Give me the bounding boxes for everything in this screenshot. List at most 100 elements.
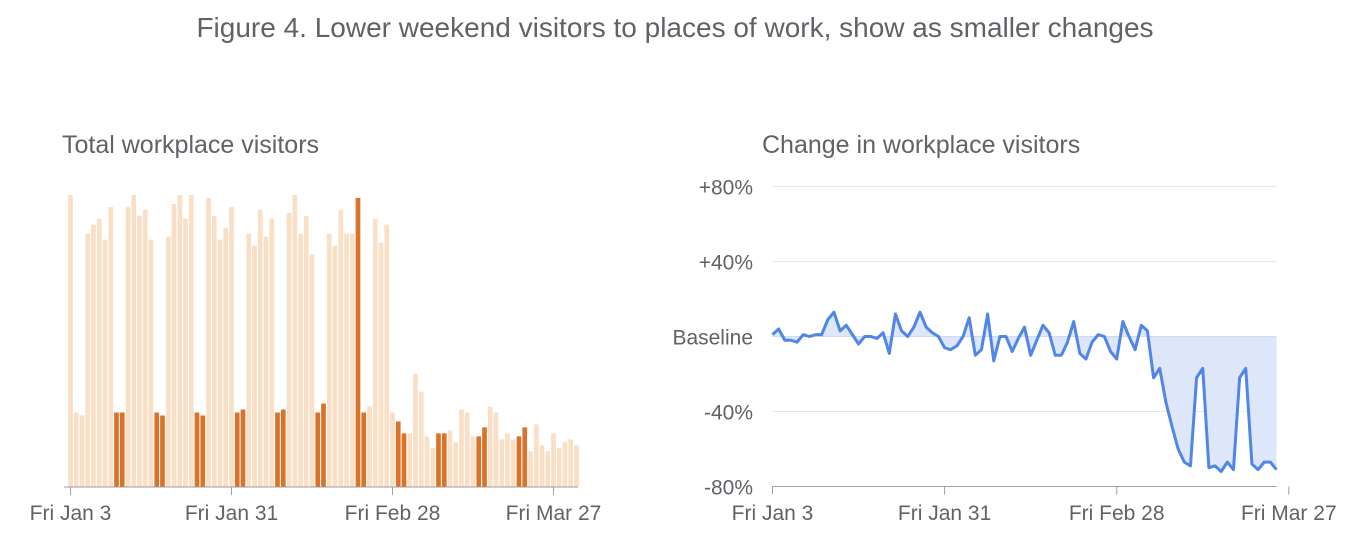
weekend-bar [114, 412, 119, 487]
y-tick-label: +80% [699, 177, 753, 200]
weekday-bar [286, 212, 292, 487]
weekday-bar [148, 239, 154, 487]
x-tick-label: Fri Jan 31 [898, 502, 991, 525]
x-tick-label: Fri Jan 3 [30, 502, 112, 525]
weekday-bar [551, 433, 556, 487]
weekday-bar [269, 218, 275, 488]
weekday-bar [131, 194, 137, 487]
weekday-bar [349, 233, 355, 487]
weekday-bar [309, 254, 315, 487]
weekday-bar [459, 409, 464, 487]
weekday-bar [332, 245, 338, 487]
weekday-bar [453, 442, 459, 487]
weekend-bar [436, 433, 441, 487]
weekday-bar [447, 430, 453, 487]
weekend-bar [482, 427, 487, 487]
weekday-bar [487, 406, 493, 487]
y-tick-label: Baseline [672, 327, 753, 350]
weekday-bar [68, 194, 73, 487]
weekday-bar [338, 209, 344, 488]
weekend-bar [154, 412, 160, 487]
weekday-bar [142, 209, 148, 488]
weekday-bar [470, 436, 476, 487]
weekday-bar [372, 218, 378, 488]
weekday-bar [528, 451, 533, 487]
weekday-bar [424, 436, 430, 487]
weekday-bar [217, 239, 223, 487]
weekend-bar [441, 433, 447, 487]
weekday-bar [510, 439, 516, 487]
weekday-bar [505, 433, 510, 487]
weekday-bar [367, 406, 372, 487]
weekend-bar [200, 415, 206, 487]
weekend-bar [321, 403, 326, 487]
y-tick-label: -40% [704, 402, 753, 425]
weekday-bar [344, 233, 349, 487]
weekday-bar [246, 233, 252, 487]
x-tick-label: Fri Feb 28 [1069, 502, 1165, 525]
weekend-bar [240, 409, 246, 487]
weekend-bar [476, 436, 482, 487]
weekday-bar [378, 242, 384, 487]
weekend-bar [522, 427, 528, 487]
weekday-bar [533, 424, 539, 487]
weekend-bar [516, 436, 522, 487]
weekday-bar [137, 215, 142, 487]
weekday-bar [102, 239, 108, 487]
weekday-bar [188, 194, 194, 487]
weekday-bar [418, 391, 424, 487]
weekday-bar [91, 224, 96, 487]
y-tick-label: -80% [704, 477, 753, 500]
weekday-bar [229, 206, 234, 487]
weekday-bar [96, 218, 102, 488]
figure-title: Figure 4. Lower weekend visitors to plac… [196, 12, 1154, 43]
bar-chart-title: Total workplace visitors [62, 131, 320, 159]
weekend-bar [234, 412, 240, 487]
weekday-bar [223, 227, 229, 488]
weekday-bar [108, 206, 114, 487]
weekday-bar [171, 203, 177, 487]
weekday-bar [413, 373, 418, 487]
weekday-bar [165, 236, 171, 487]
weekend-bar [395, 421, 401, 487]
bar-chart: Fri Jan 3 Fri Jan 31 Fri Feb 28 Fri Mar 27 [30, 194, 602, 525]
line-chart: +80% +40% Baseline -40% -80%Fri Jan 3 Fri Jan… [672, 177, 1336, 526]
weekend-bar [361, 412, 367, 487]
weekday-bar [545, 451, 551, 487]
weekday-bar [177, 194, 183, 487]
weekday-bar [257, 209, 263, 488]
x-tick-label: Fri Jan 3 [732, 502, 814, 525]
weekday-bar [252, 245, 257, 487]
weekend-bar [315, 412, 321, 487]
weekday-bar [211, 215, 217, 487]
weekday-bar [206, 197, 211, 487]
weekday-bar [298, 233, 303, 487]
x-tick-label: Fri Mar 27 [1241, 502, 1337, 525]
weekend-bar [160, 415, 165, 487]
weekday-bar [556, 448, 562, 487]
weekday-bar [390, 412, 395, 487]
x-tick-label: Fri Jan 31 [185, 502, 278, 525]
line-chart-title: Change in workplace visitors [762, 131, 1081, 159]
weekday-bar [183, 218, 188, 488]
x-tick-label: Fri Mar 27 [506, 502, 602, 525]
weekday-bar [539, 445, 545, 487]
weekday-bar [79, 415, 85, 487]
x-tick-label: Fri Feb 28 [345, 502, 441, 525]
weekday-bar [464, 412, 470, 487]
weekend-bar [194, 412, 200, 487]
weekday-bar [574, 445, 579, 487]
weekday-bar [85, 233, 91, 487]
weekday-bar [303, 215, 309, 487]
y-tick-label: +40% [699, 252, 753, 275]
weekend-bar [355, 197, 361, 487]
weekend-bar [119, 412, 125, 487]
weekday-bar [326, 233, 332, 487]
weekday-bar [73, 412, 79, 487]
weekend-bar [275, 412, 280, 487]
weekday-bar [384, 224, 390, 487]
weekday-bar [493, 412, 499, 487]
weekday-bar [562, 442, 568, 487]
weekday-bar [292, 194, 298, 487]
